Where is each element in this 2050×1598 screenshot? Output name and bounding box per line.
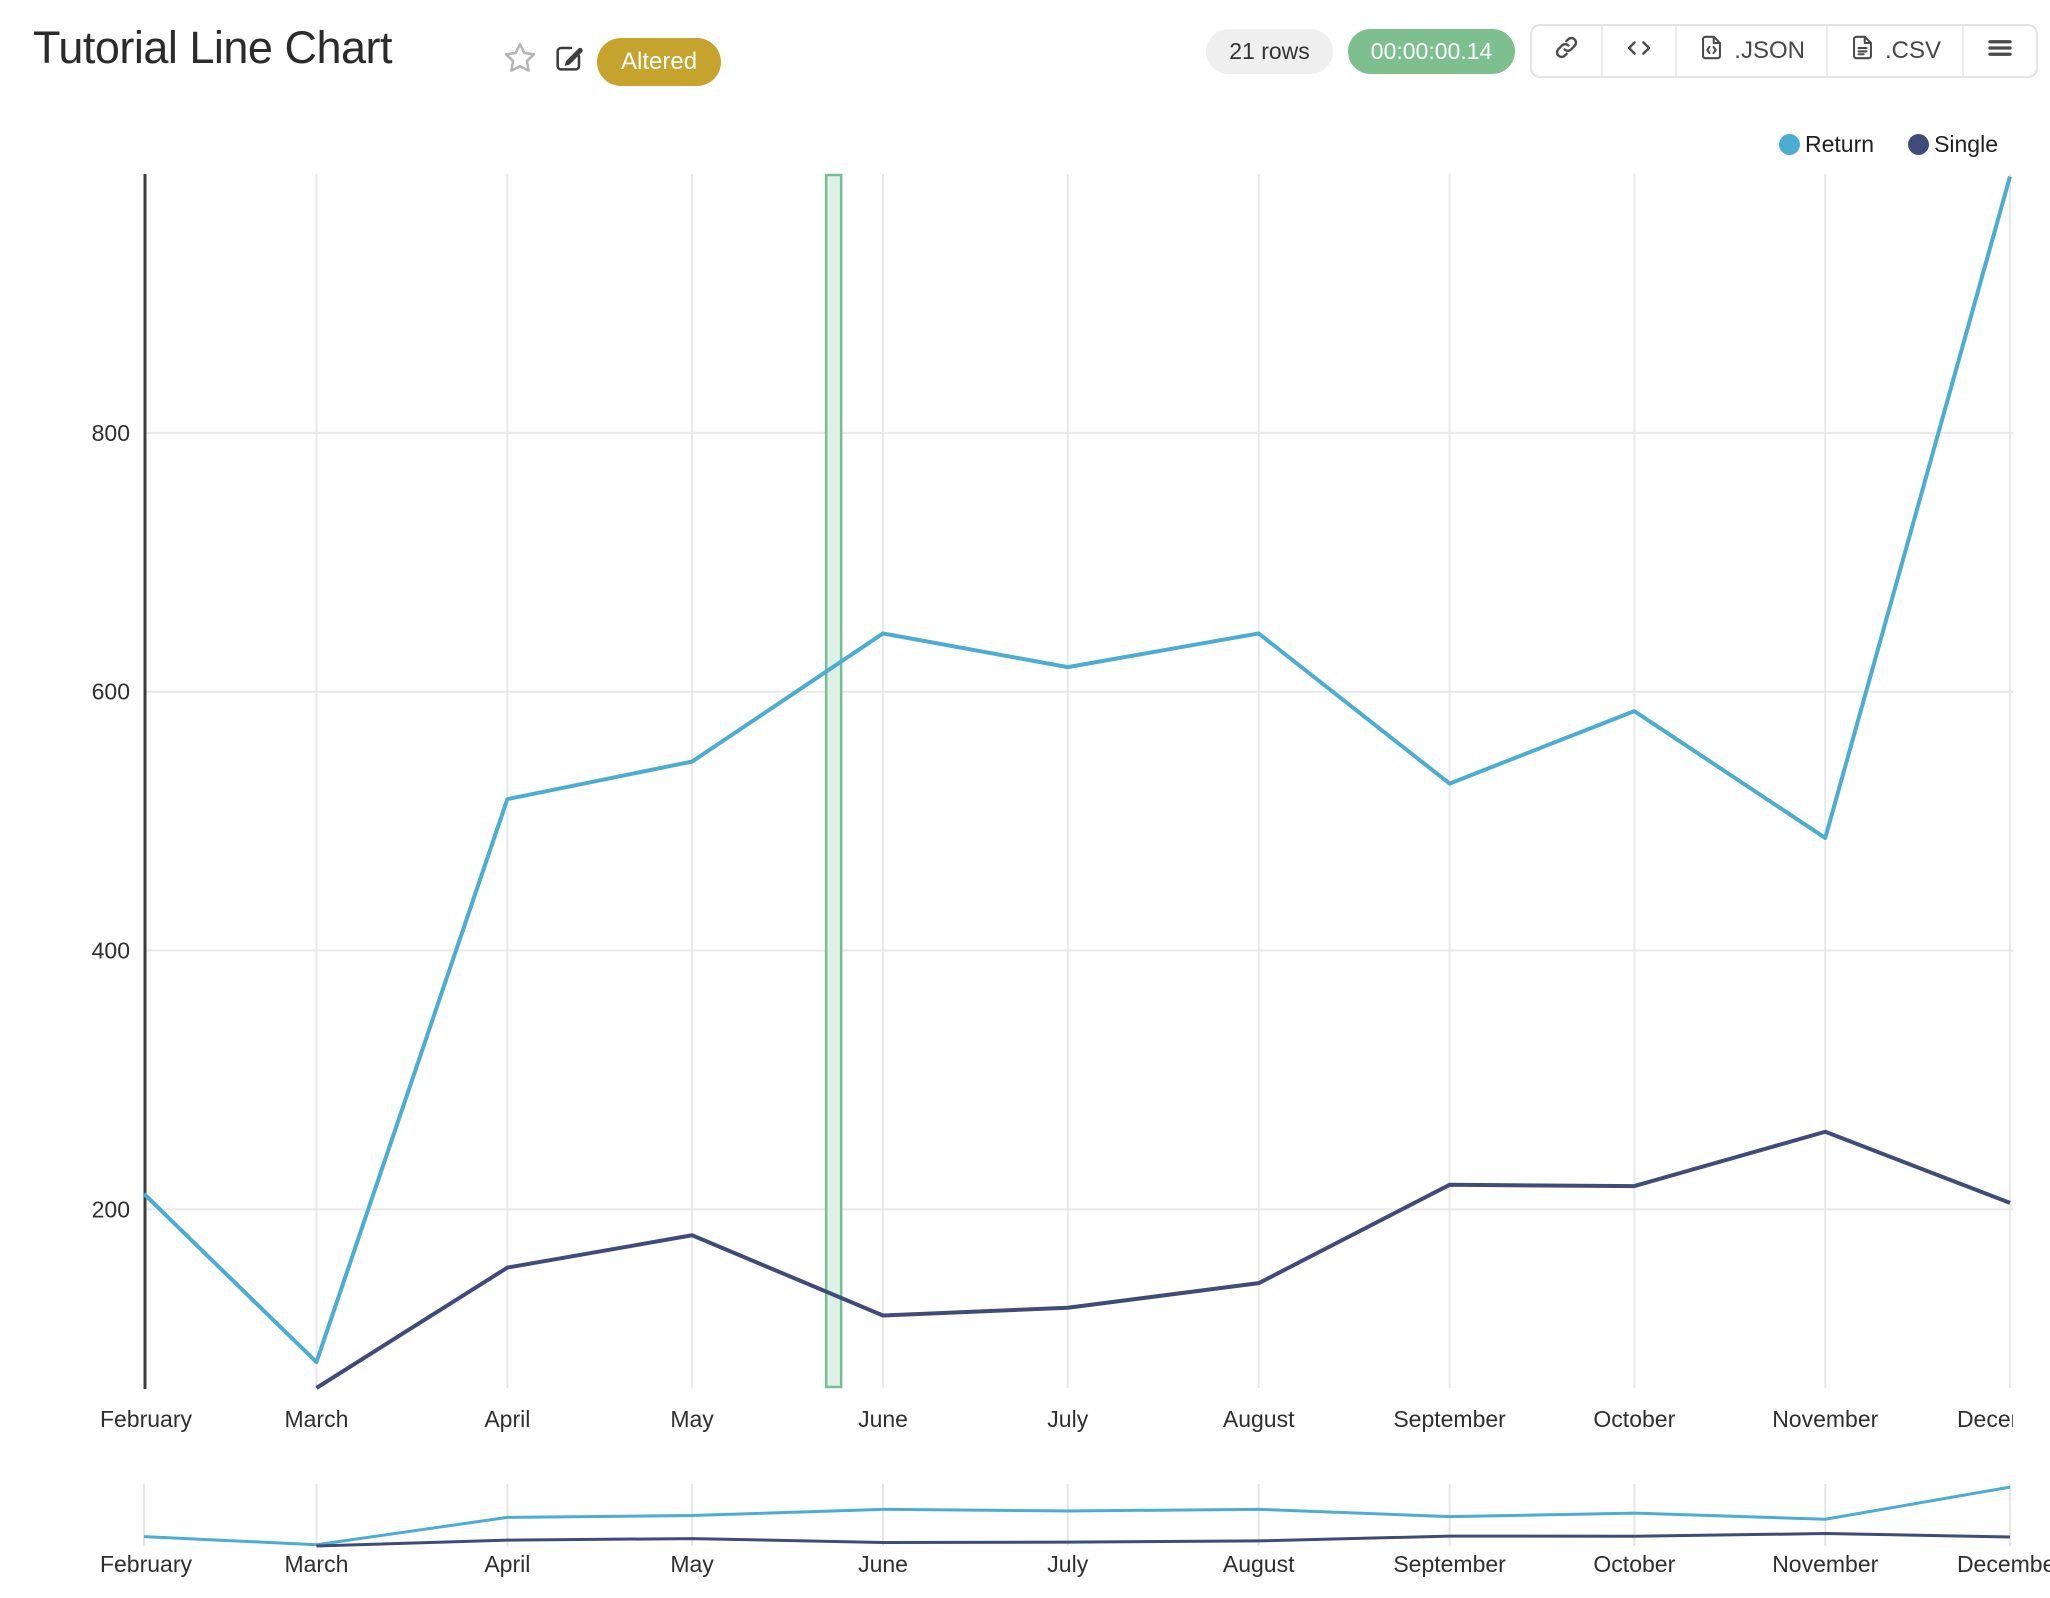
range-slider-x-label: December (1957, 1551, 2050, 1577)
header: Tutorial Line Chart Altered 21 rows 00:0… (0, 0, 2050, 110)
status-badge: Altered (597, 38, 722, 86)
x-axis-label: December (1957, 1406, 2050, 1432)
x-axis-label: March (284, 1406, 348, 1432)
permalink-button[interactable] (1532, 26, 1601, 76)
y-axis-label: 800 (92, 420, 130, 446)
csv-button-label: .CSV (1884, 37, 1941, 64)
range-slider-x-label: September (1393, 1551, 1506, 1577)
rows-count-badge: 21 rows (1206, 28, 1333, 74)
x-axis-label: October (1593, 1406, 1675, 1432)
download-csv-button[interactable]: .CSV (1825, 26, 1962, 76)
x-axis-label: April (484, 1406, 530, 1432)
y-axis-label: 200 (92, 1196, 130, 1222)
y-axis-label: 600 (92, 679, 130, 705)
x-axis-label: July (1047, 1406, 1088, 1432)
json-button-label: .JSON (1734, 37, 1805, 64)
legend-label-return: Return (1805, 131, 1875, 157)
range-slider-x-label: March (284, 1551, 348, 1577)
selection-band[interactable] (824, 173, 843, 1389)
export-button-group: .JSON .CSV (1530, 24, 2038, 78)
embed-code-button[interactable] (1601, 26, 1675, 76)
range-slider-x-label: November (1772, 1551, 1878, 1577)
range-slider-x-label: August (1223, 1551, 1295, 1577)
x-axis-label: November (1772, 1406, 1878, 1432)
csv-file-icon (1849, 34, 1876, 68)
star-icon (502, 42, 538, 79)
favorite-star-button[interactable] (502, 40, 538, 76)
range-slider-x-label: October (1593, 1551, 1675, 1577)
result-toolbar: 21 rows 00:00:00.14 (1206, 24, 2038, 78)
x-axis-label: February (100, 1406, 193, 1432)
download-json-button[interactable]: .JSON (1675, 26, 1826, 76)
json-file-icon (1698, 34, 1725, 68)
range-slider-x-label: April (484, 1551, 530, 1577)
x-axis-label: September (1393, 1406, 1506, 1432)
range-slider-x-label: June (858, 1551, 908, 1577)
legend-swatch-single-icon (1908, 134, 1930, 155)
range-slider-line-single (316, 1532, 2011, 1548)
series-line-single (315, 1129, 2011, 1390)
main-plot-area[interactable]: 200 400 600 800 February March April May June Jul… (92, 173, 2050, 1432)
chart-menu-button[interactable] (1962, 26, 2036, 76)
range-slider-x-label: May (670, 1551, 714, 1577)
y-axis-label: 400 (92, 938, 130, 964)
link-icon (1553, 34, 1580, 68)
execution-time-badge: 00:00:00.14 (1347, 28, 1516, 74)
range-slider-preview[interactable]: February March April May June July August Septe… (100, 1484, 2050, 1577)
legend-item-return[interactable]: Return (1779, 131, 1874, 158)
range-slider-x-label: February (100, 1551, 193, 1577)
legend-swatch-return-icon (1779, 134, 1801, 155)
edit-pencil-icon (553, 46, 585, 77)
legend: Return Single (1779, 131, 1998, 158)
range-slider-x-label: July (1047, 1551, 1088, 1577)
x-axis-label: August (1223, 1406, 1295, 1432)
code-icon (1624, 33, 1654, 70)
legend-label-single: Single (1934, 131, 1998, 157)
x-axis-label: May (670, 1406, 714, 1432)
series-line-return (142, 176, 2012, 1365)
legend-item-single[interactable]: Single (1908, 131, 1998, 158)
range-slider-line-return (143, 1485, 2011, 1547)
x-axis-label: June (858, 1406, 908, 1432)
hamburger-menu-icon (1985, 33, 2015, 70)
edit-button[interactable] (553, 42, 585, 74)
page-title: Tutorial Line Chart (33, 22, 393, 73)
